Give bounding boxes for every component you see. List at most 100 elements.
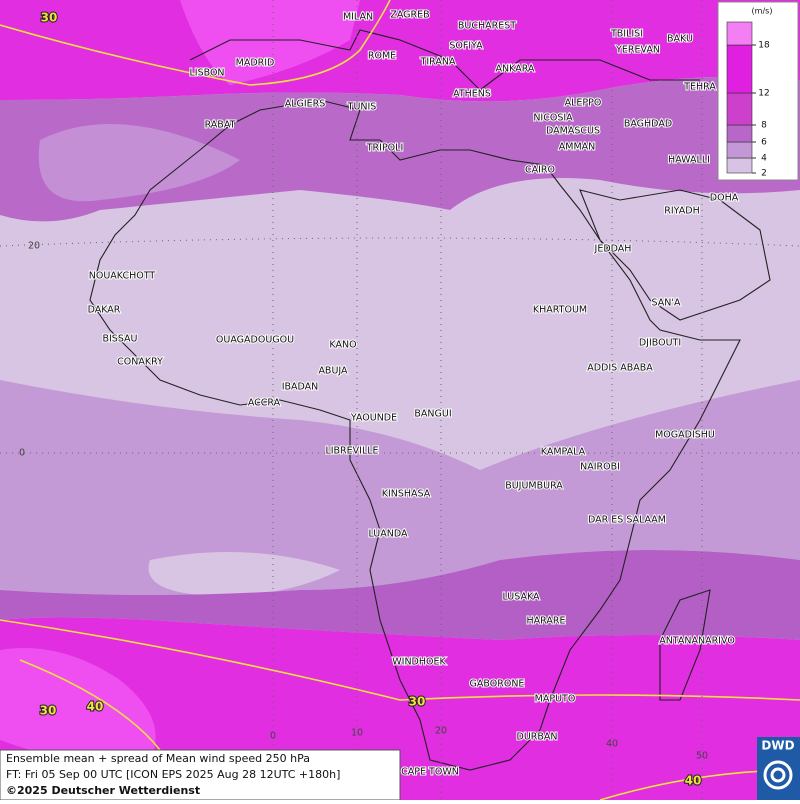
city-label: BANGUI	[414, 409, 451, 420]
city-label: WINDHOEK	[392, 657, 446, 668]
field-lowmid	[0, 380, 800, 595]
legend-label: 18	[758, 41, 770, 51]
city-label: BUJUMBURA	[505, 481, 563, 492]
contour-label: 30	[409, 695, 426, 709]
logo-swirl	[763, 760, 793, 790]
city-label: TUNIS	[347, 102, 377, 113]
city-label: YAOUNDE	[350, 413, 397, 424]
city-label: DOHA	[710, 193, 739, 204]
lon-label: 10	[351, 728, 363, 739]
city-label: KAMPALA	[541, 447, 586, 458]
city-label: ALEPPO	[565, 98, 602, 109]
city-label: SAN'A	[652, 298, 681, 309]
field-peak	[180, 0, 360, 85]
lon-label: 0	[270, 731, 276, 742]
city-label: MILAN	[343, 12, 373, 23]
city-label: CONAKRY	[117, 357, 163, 368]
footer-box	[0, 749, 401, 801]
city-label: KHARTOUM	[533, 305, 587, 316]
field-patch	[38, 124, 240, 202]
city-label: LUANDA	[368, 529, 408, 540]
city-label: MADRID	[236, 58, 275, 69]
city-label: DJIBOUTI	[639, 338, 681, 349]
legend-swatch	[726, 124, 753, 143]
city-label: NAIROBI	[580, 462, 620, 473]
city-label: CAPE TOWN	[401, 767, 459, 778]
legend-label: 12	[758, 89, 769, 99]
logo-swirl	[770, 767, 786, 783]
contour-line	[0, 619, 800, 701]
city-label: RIYADH	[664, 206, 699, 217]
madagascar	[659, 589, 711, 701]
field-mid	[0, 76, 800, 222]
city-label: GABORONE	[470, 679, 525, 690]
africa-coast	[89, 99, 741, 771]
city-label: BAGHDAD	[624, 119, 672, 130]
city-label: DAKAR	[88, 305, 121, 316]
legend-swatch	[726, 21, 753, 46]
footer-copyright: ©2025 Deutscher Wetterdienst	[6, 784, 200, 797]
coastline	[89, 29, 771, 771]
legend-unit: (m/s)	[752, 7, 773, 16]
city-label: RABAT	[205, 120, 236, 131]
city-label: MAPUTO	[535, 694, 576, 705]
europe-coast	[189, 29, 700, 91]
city-label: ANKARA	[496, 64, 535, 75]
arabia	[579, 189, 771, 321]
contour-line	[0, 0, 391, 86]
city-label: KANO	[329, 340, 356, 351]
lon-label: 40	[606, 739, 618, 750]
city-label: AMMAN	[559, 142, 596, 153]
city-label: ATHENS	[453, 89, 491, 100]
city-label: CAIRO	[525, 165, 555, 176]
city-label: ROME	[368, 51, 396, 62]
legend: (m/s) 2 4 6 8 12 18	[717, 1, 799, 181]
city-label: MOGADISHU	[655, 430, 715, 441]
city-label: LIBREVILLE	[325, 446, 378, 457]
city-label: SOFIYA	[449, 41, 483, 52]
legend-label: 6	[761, 138, 767, 148]
city-label: DAR ES SALAAM	[588, 515, 666, 526]
city-label: YEREVAN	[615, 45, 660, 56]
city-label: JEDDAH	[594, 244, 632, 255]
legend-label: 4	[761, 154, 767, 164]
field-patch	[148, 552, 340, 596]
city-label: KINSHASA	[382, 489, 431, 500]
city-label: OUAGADOUGOU	[216, 335, 294, 346]
legend-swatch	[726, 157, 753, 174]
city-label: BUCHAREST	[458, 21, 516, 32]
city-label: TBILISI	[610, 29, 643, 40]
city-label: BISSAU	[102, 334, 137, 345]
city-label: NICOSIA	[533, 113, 573, 124]
lat-label: 20	[28, 241, 40, 252]
city-label: TIRANA	[420, 57, 456, 68]
city-label: DAMASCUS	[546, 126, 600, 137]
city-label: TRIPOLI	[366, 143, 404, 154]
legend-label: 8	[761, 121, 767, 131]
city-label: ABUJA	[318, 366, 348, 377]
city-label: HAWALLI	[668, 155, 710, 166]
city-label: ACCRA	[248, 398, 281, 409]
footer-forecast: FT: Fri 05 Sep 00 UTC [ICON EPS 2025 Aug…	[6, 768, 340, 781]
city-label: HARARE	[527, 616, 566, 627]
contour-label: 30	[40, 704, 57, 718]
field-low	[0, 550, 800, 640]
city-label: TEHRA	[683, 82, 716, 93]
city-label: ADDIS ABABA	[587, 363, 653, 374]
city-label: NOUAKCHOTT	[89, 271, 156, 282]
city-label: LISBON	[189, 68, 224, 79]
lon-label: 50	[696, 751, 708, 762]
contour-label: 40	[87, 700, 104, 714]
lat-label: 0	[19, 448, 25, 459]
city-label: IBADAN	[282, 382, 319, 393]
legend-label: 2	[761, 169, 767, 179]
city-label: ALGIERS	[285, 99, 326, 110]
city-label: ANTANANARIVO	[659, 636, 735, 647]
footer-title: Ensemble mean + spread of Mean wind spee…	[6, 752, 310, 765]
legend-swatch	[726, 44, 753, 94]
city-label: ZAGREB	[390, 10, 429, 21]
legend-scale: 2 4 6 8 12 18	[726, 21, 770, 179]
contour-label: 40	[685, 774, 702, 788]
logo-text: DWD	[761, 739, 794, 753]
